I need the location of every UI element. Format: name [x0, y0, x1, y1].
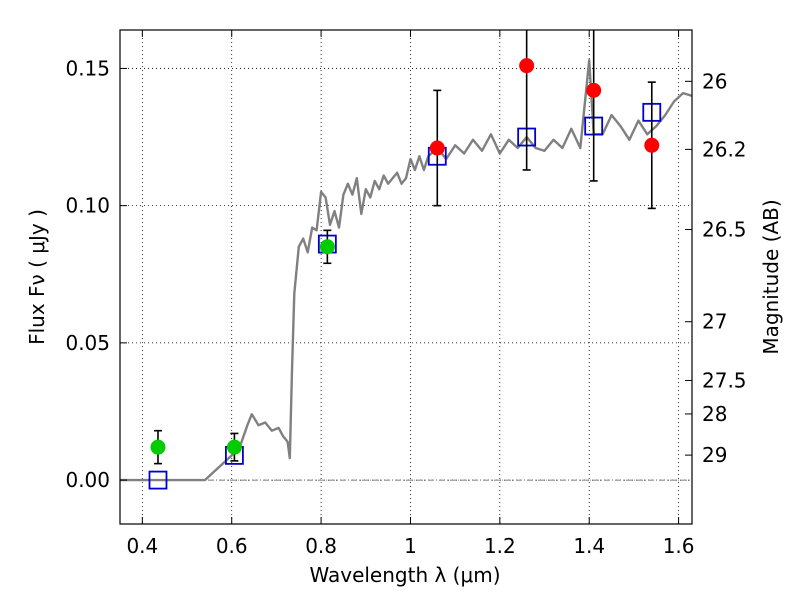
model-photometry-point: [148, 470, 168, 490]
y-tick-label: 0.15: [65, 56, 110, 80]
right-tick-label: 26.5: [702, 218, 747, 242]
x-tick-label: 1.4: [573, 534, 605, 558]
right-tick-label: 27: [702, 310, 727, 334]
plot-area: [120, 30, 692, 490]
x-tick-label: 1.2: [484, 534, 516, 558]
y-axis-label: Flux Fν ( μJy ): [25, 209, 49, 345]
spectrum-line: [120, 59, 692, 482]
right-tick-label: 27.5: [702, 368, 747, 392]
y-tick-label: 0.00: [65, 468, 110, 492]
y-axis-label-right: Magnitude (AB): [759, 199, 783, 354]
observed-point: [319, 239, 335, 255]
plot-frame: [119, 29, 693, 525]
observed-point: [644, 137, 660, 153]
observed-point: [150, 439, 166, 455]
right-tick-label: 29: [702, 443, 727, 467]
observed-point: [519, 58, 535, 74]
y-tick-label: 0.10: [65, 194, 110, 218]
right-tick-label: 26.2: [702, 137, 747, 161]
x-tick-label: 0.8: [305, 534, 337, 558]
right-tick-label: 26: [702, 69, 727, 93]
right-tick-label: 28: [702, 402, 727, 426]
observed-point: [586, 82, 602, 98]
x-tick-label: 1.6: [663, 534, 695, 558]
x-tick-label: 1: [404, 534, 417, 558]
x-axis-label: Wavelength λ (μm): [309, 563, 500, 587]
observed-point: [226, 439, 242, 455]
x-tick-label: 0.6: [216, 534, 248, 558]
y-tick-label: 0.05: [65, 331, 110, 355]
observed-point: [429, 140, 445, 156]
x-tick-label: 0.4: [126, 534, 158, 558]
axis-ticks: 0.4 0.6 0.8 1 1.2 1.4 1.6 0.00 0.05 0.10 0.15 26 26.…: [65, 30, 747, 558]
